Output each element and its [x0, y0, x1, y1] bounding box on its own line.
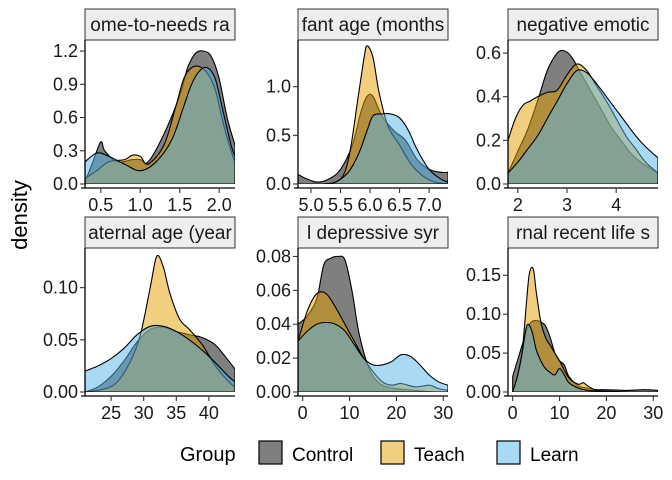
x-tick-label: 30 — [134, 403, 154, 423]
density-teach — [512, 266, 658, 392]
facet-strip-label: aternal age (year — [88, 223, 232, 244]
y-tick-label: 1.2 — [53, 41, 78, 61]
x-tick-label: 7.0 — [417, 195, 442, 215]
x-tick-label: 35 — [166, 403, 186, 423]
y-tick-label: 0.4 — [476, 87, 501, 107]
x-tick-label: 20 — [596, 403, 616, 423]
facet-strip — [507, 8, 659, 41]
y-tick-label: 0.9 — [53, 74, 78, 94]
x-tick-label: 30 — [643, 403, 663, 423]
y-tick-label: 0.10 — [43, 278, 78, 298]
facet-strip — [84, 8, 236, 41]
x-tick-label: 10 — [550, 403, 570, 423]
density-learn — [508, 69, 658, 184]
y-tick-label: 0.6 — [476, 43, 501, 63]
y-tick-label: 0.5 — [266, 125, 291, 145]
density-learn — [298, 113, 448, 184]
legend-swatch — [380, 440, 405, 465]
panel-1: ome-to-needs ra 0.0 0.3 0.6 0.9 1.2 0.5 1.0 1.5 2… — [53, 8, 236, 215]
x-tick-label: 2 — [513, 195, 523, 215]
y-tick-label: 0.2 — [476, 130, 501, 150]
density-areas — [508, 49, 658, 184]
x-tick-label: 10 — [340, 403, 360, 423]
legend-label: Learn — [530, 445, 579, 466]
facet-strip-label: rnal recent life s — [516, 223, 650, 244]
density-learn — [512, 323, 658, 392]
facet-strip — [84, 216, 236, 249]
legend-item-teach: Teach — [380, 440, 465, 466]
density-learn — [298, 321, 448, 392]
x-tick-label: 1.5 — [167, 195, 192, 215]
y-tick-label: 0.3 — [53, 141, 78, 161]
x-tick-label: 20 — [386, 403, 406, 423]
density-areas — [298, 45, 448, 184]
x-tick-label: 3 — [562, 195, 572, 215]
y-tick-label: 0.0 — [266, 174, 291, 194]
x-tick-label: 40 — [199, 403, 219, 423]
density-learn — [85, 66, 235, 184]
panel-2: fant age (months 0.0 0.5 1.0 5.0 5.5 6.0 6.5 7.0 — [266, 8, 449, 215]
x-tick-label: 2.0 — [207, 195, 232, 215]
x-tick-label: 4 — [611, 195, 621, 215]
panel-3: negative emotic 0.0 0.2 0.4 0.6 2 3 4 — [476, 8, 659, 215]
y-tick-label: 0.0 — [476, 174, 501, 194]
facet-strip-label: fant age (months — [302, 15, 445, 36]
facet-strip-label: negative emotic — [516, 15, 649, 36]
y-tick-label: 0.08 — [256, 246, 291, 266]
x-tick-label: 6.0 — [358, 195, 383, 215]
x-tick-label: 1.0 — [128, 195, 153, 215]
legend-item-control: Control — [258, 440, 353, 466]
x-tick-label: 6.5 — [387, 195, 412, 215]
y-tick-label: 0.15 — [466, 265, 501, 285]
y-tick-label: 0.05 — [43, 330, 78, 350]
facet-strip — [297, 8, 449, 41]
x-tick-label: 0.5 — [88, 195, 113, 215]
y-tick-label: 0.00 — [466, 382, 501, 402]
y-tick-label: 0.10 — [466, 304, 501, 324]
panel-5: l depressive syr 0.00 0.02 0.04 0.06 0.08 0 10 2… — [256, 216, 453, 423]
facet-strip — [507, 216, 659, 249]
legend-label: Control — [292, 445, 353, 466]
y-tick-label: 1.0 — [266, 77, 291, 97]
panel-4: aternal age (year 0.00 0.05 0.10 25 30 35 40 — [43, 216, 236, 423]
facet-strip-label: l depressive syr — [307, 223, 440, 244]
y-tick-label: 0.04 — [256, 314, 291, 334]
panel-6: rnal recent life s 0.00 0.05 0.10 0.15 0 10 20 3… — [466, 216, 663, 423]
x-tick-label: 5.0 — [298, 195, 323, 215]
y-tick-label: 0.6 — [53, 108, 78, 128]
y-tick-label: 0.06 — [256, 280, 291, 300]
legend-item-learn: Learn — [496, 440, 579, 466]
legend-swatch — [258, 440, 283, 465]
y-tick-label: 0.02 — [256, 348, 291, 368]
legend-title: Group — [180, 444, 236, 466]
density-areas — [512, 266, 658, 392]
y-tick-label: 0.05 — [466, 343, 501, 363]
facet-strip-label: ome-to-needs ra — [90, 15, 230, 36]
legend: Group Control Teach Learn — [180, 440, 579, 466]
x-tick-label: 0 — [508, 403, 518, 423]
legend-swatch — [496, 440, 521, 465]
density-areas — [298, 255, 448, 392]
legend-label: Teach — [414, 445, 465, 466]
y-tick-label: 0.00 — [256, 382, 291, 402]
density-areas — [85, 254, 235, 392]
panels-layer: ome-to-needs ra 0.0 0.3 0.6 0.9 1.2 0.5 1.0 1.5 2… — [43, 8, 663, 423]
x-tick-label: 25 — [101, 403, 121, 423]
density-learn — [85, 324, 235, 392]
y-axis-label: density — [7, 180, 32, 250]
density-areas — [85, 50, 235, 184]
x-tick-label: 0 — [298, 403, 308, 423]
x-tick-label: 5.5 — [328, 195, 353, 215]
facet-strip — [297, 216, 449, 249]
y-tick-label: 0.00 — [43, 382, 78, 402]
x-tick-label: 30 — [433, 403, 453, 423]
y-tick-label: 0.0 — [53, 174, 78, 194]
